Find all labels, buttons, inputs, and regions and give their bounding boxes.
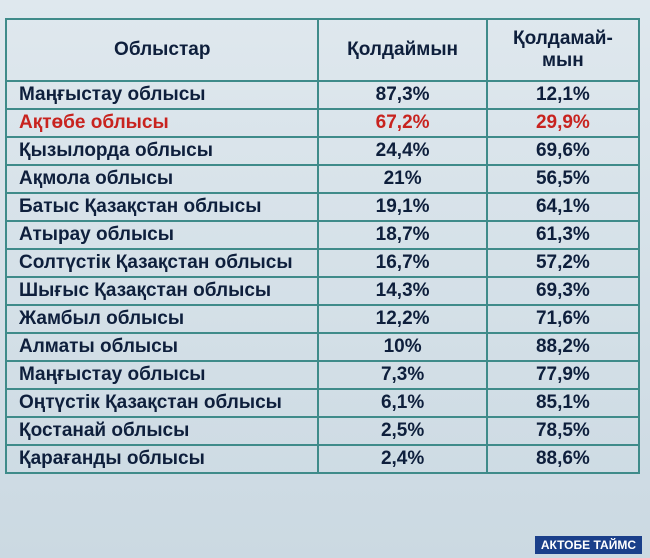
region-cell: Солтүстік Қазақстан облысы xyxy=(4,248,320,278)
percent-cell: 61,3% xyxy=(485,220,641,250)
table-row: Маңғыстау облысы 87,3% 12,1% xyxy=(4,80,641,110)
region-cell: Ақтөбе облысы xyxy=(4,108,320,138)
percent-cell: 64,1% xyxy=(485,192,641,222)
percent-cell: 29,9% xyxy=(485,108,641,138)
header-row: Облыстар Қолдаймын Қолдамай-мын xyxy=(4,18,641,82)
header-text: Қолдамай-мын xyxy=(512,28,613,71)
region-cell: Қарағанды облысы xyxy=(4,444,320,474)
table-row: Батыс Қазақстан облысы 19,1% 64,1% xyxy=(4,192,641,222)
table-row: Атырау облысы 18,7% 61,3% xyxy=(4,220,641,250)
percent-cell: 12,1% xyxy=(485,80,641,110)
region-cell: Оңтүстік Қазақстан облысы xyxy=(4,388,320,418)
percent-cell: 56,5% xyxy=(485,164,641,194)
header-cell: Қолдаймын xyxy=(317,18,488,82)
percent-cell: 2,5% xyxy=(317,416,488,446)
percent-cell: 78,5% xyxy=(485,416,641,446)
region-cell: Алматы облысы xyxy=(4,332,320,362)
region-cell: Маңғыстау облысы xyxy=(4,360,320,390)
percent-cell: 88,2% xyxy=(485,332,641,362)
percent-cell: 7,3% xyxy=(317,360,488,390)
header-cell: Қолдамай-мын xyxy=(485,18,641,82)
percent-cell: 16,7% xyxy=(317,248,488,278)
percent-cell: 6,1% xyxy=(317,388,488,418)
percent-cell: 12,2% xyxy=(317,304,488,334)
region-cell: Шығыс Қазақстан облысы xyxy=(4,276,320,306)
percent-cell: 14,3% xyxy=(317,276,488,306)
table-row: Солтүстік Қазақстан облысы 16,7% 57,2% xyxy=(4,248,641,278)
percent-cell: 69,3% xyxy=(485,276,641,306)
table-row: Қостанай облысы 2,5% 78,5% xyxy=(4,416,641,446)
watermark: АКТОБЕ ТАЙМС xyxy=(534,536,642,554)
region-cell: Қызылорда облысы xyxy=(4,136,320,166)
percent-cell: 57,2% xyxy=(485,248,641,278)
region-cell: Маңғыстау облысы xyxy=(4,80,320,110)
table-row: Қарағанды облысы 2,4% 88,6% xyxy=(4,444,641,474)
region-cell: Жамбыл облысы xyxy=(4,304,320,334)
table-row: Оңтүстік Қазақстан облысы 6,1% 85,1% xyxy=(4,388,641,418)
percent-cell: 71,6% xyxy=(485,304,641,334)
table-row: Қызылорда облысы 24,4% 69,6% xyxy=(4,136,641,166)
table-row: Алматы облысы 10% 88,2% xyxy=(4,332,641,362)
percent-cell: 24,4% xyxy=(317,136,488,166)
table-row: Маңғыстау облысы 7,3% 77,9% xyxy=(4,360,641,390)
region-cell: Қостанай облысы xyxy=(4,416,320,446)
percent-cell: 18,7% xyxy=(317,220,488,250)
percent-cell: 21% xyxy=(317,164,488,194)
percent-cell: 10% xyxy=(317,332,488,362)
region-cell: Ақмола облысы xyxy=(4,164,320,194)
table-row: Ақмола облысы 21% 56,5% xyxy=(4,164,641,194)
header-cell: Облыстар xyxy=(4,18,320,82)
percent-cell: 67,2% xyxy=(317,108,488,138)
percent-cell: 2,4% xyxy=(317,444,488,474)
percent-cell: 69,6% xyxy=(485,136,641,166)
region-cell: Атырау облысы xyxy=(4,220,320,250)
percent-cell: 77,9% xyxy=(485,360,641,390)
table-row: Ақтөбе облысы 67,2% 29,9% xyxy=(4,108,641,138)
table-row: Шығыс Қазақстан облысы 14,3% 69,3% xyxy=(4,276,641,306)
table-row: Жамбыл облысы 12,2% 71,6% xyxy=(4,304,641,334)
percent-cell: 19,1% xyxy=(317,192,488,222)
region-cell: Батыс Қазақстан облысы xyxy=(4,192,320,222)
percent-cell: 85,1% xyxy=(485,388,641,418)
results-table: Облыстар Қолдаймын Қолдамай-мын Маңғыста… xyxy=(4,18,641,474)
percent-cell: 88,6% xyxy=(485,444,641,474)
table-body: Маңғыстау облысы 87,3% 12,1% Ақтөбе облысы 6… xyxy=(4,80,641,474)
percent-cell: 87,3% xyxy=(317,80,488,110)
